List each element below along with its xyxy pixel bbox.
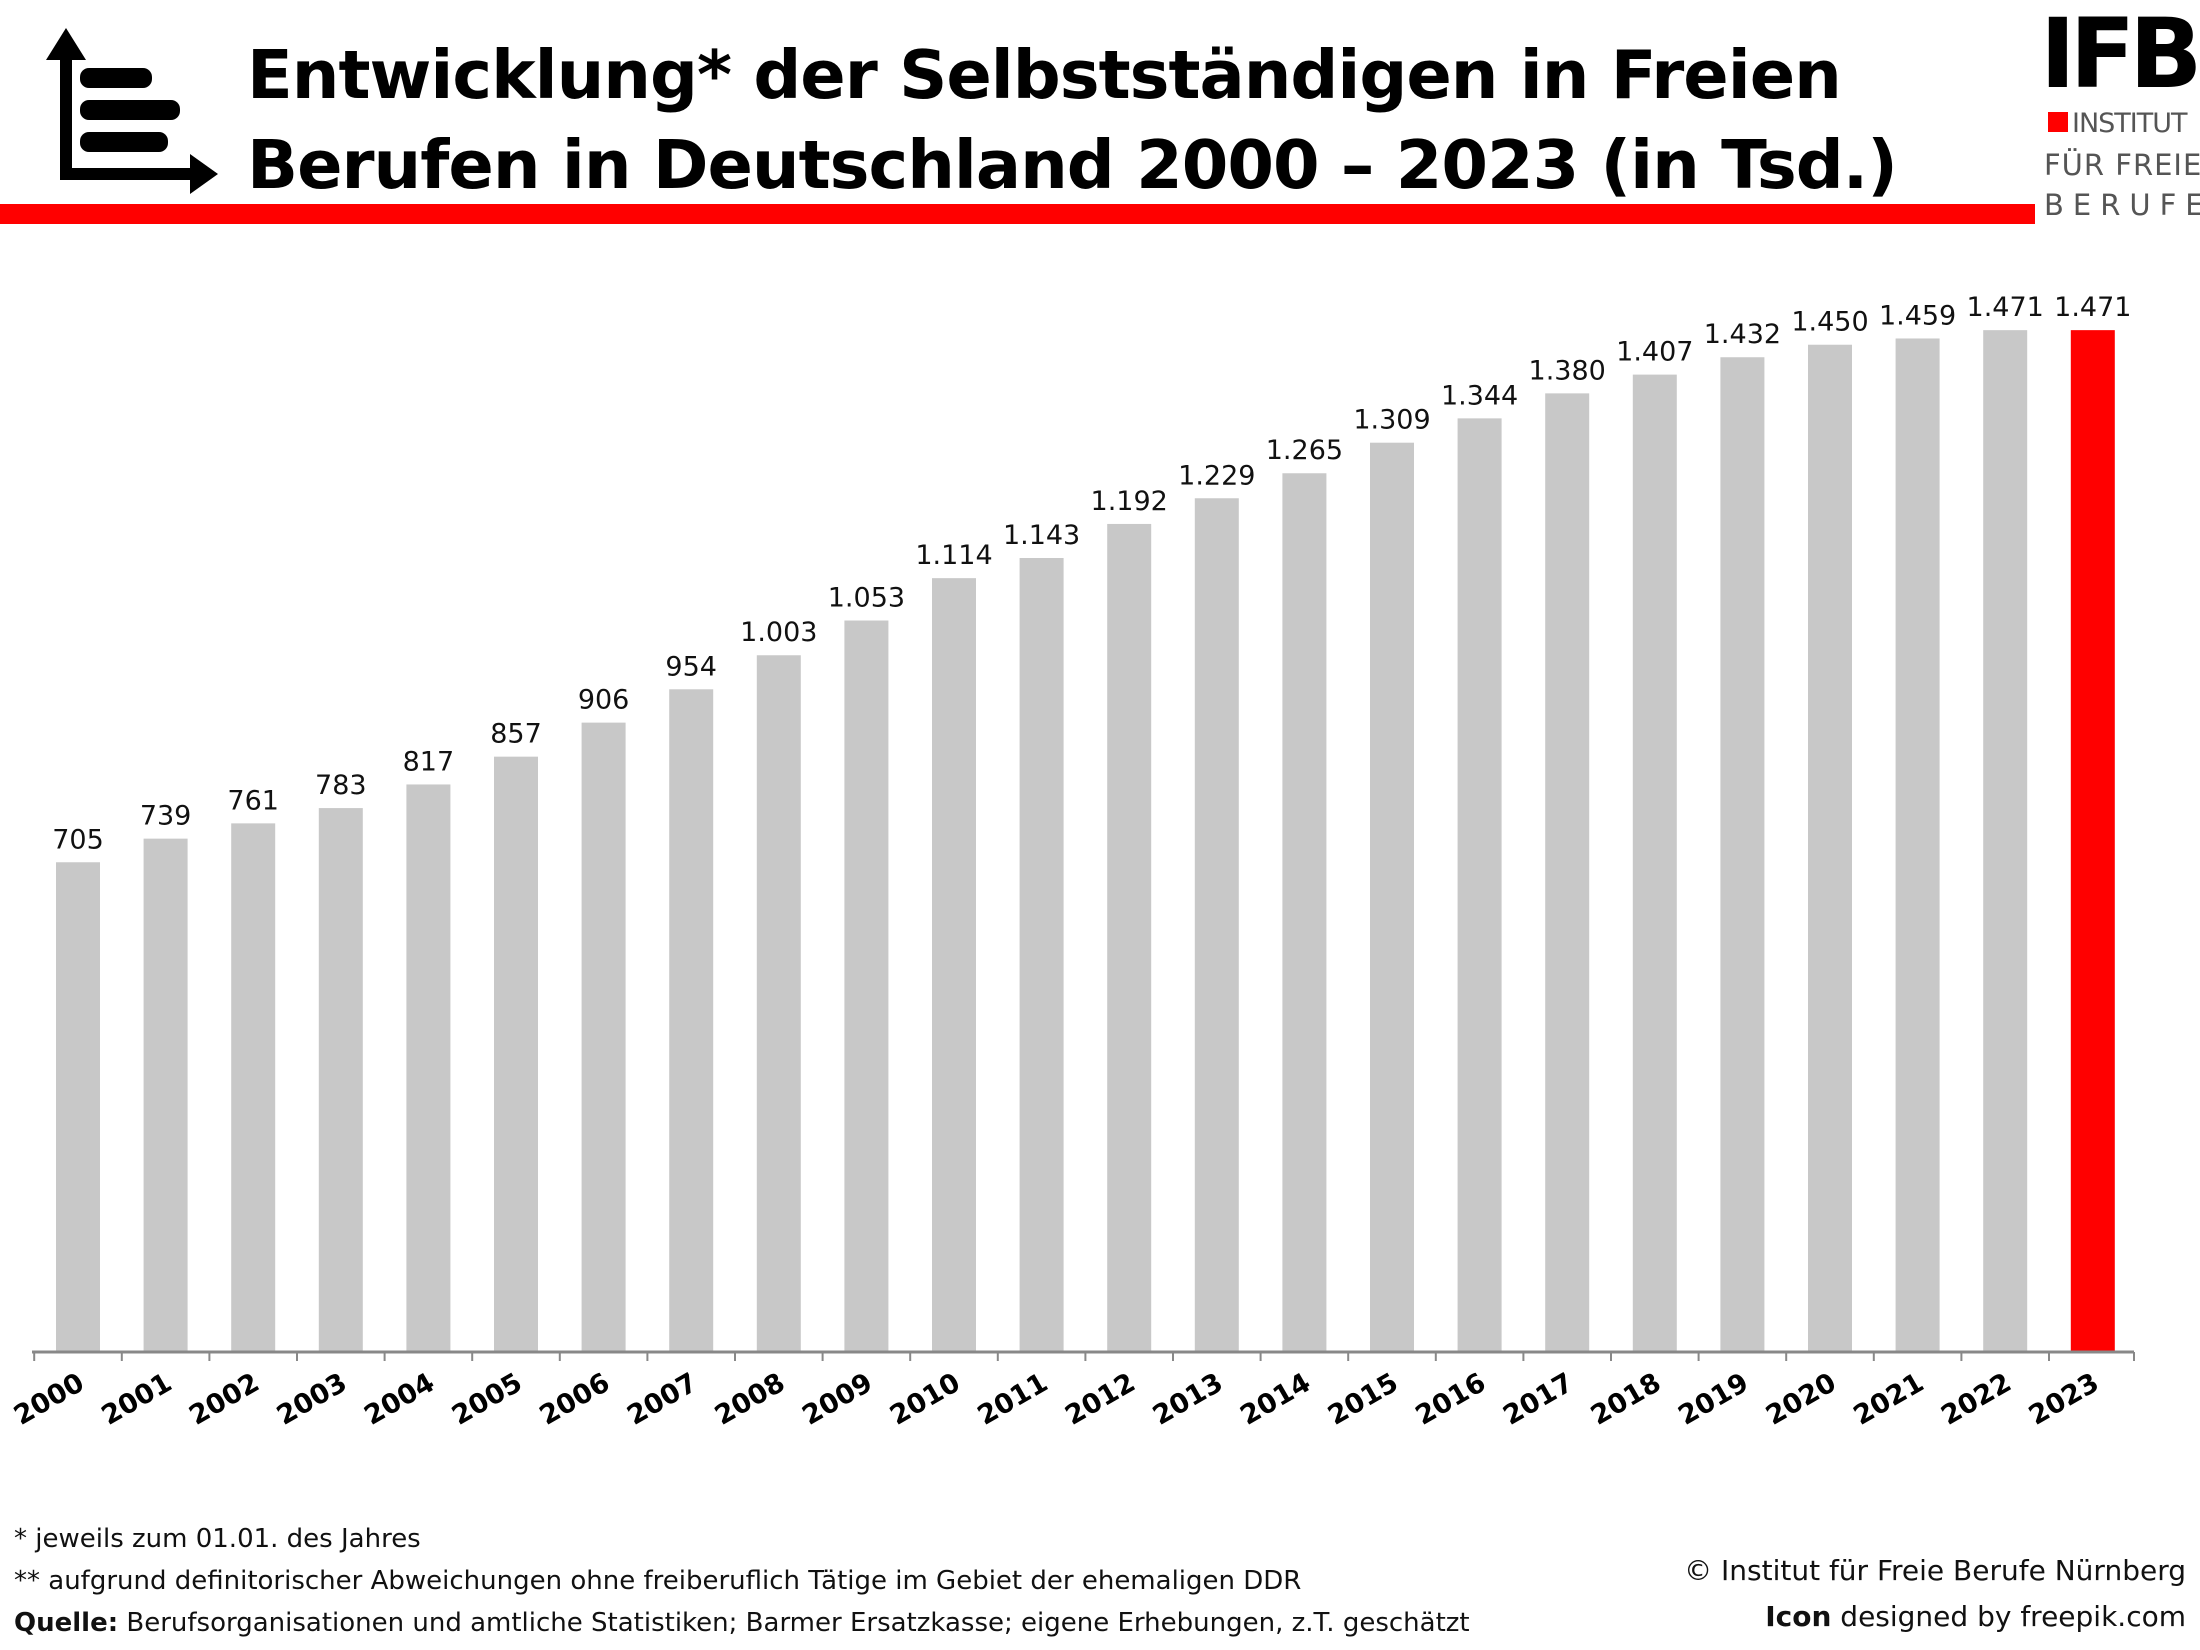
bar-2005 <box>494 756 538 1352</box>
value-label-2021: 1.459 <box>1879 300 1956 331</box>
x-tick-label-2012: 2012 <box>1060 1367 1141 1431</box>
source-line: Quelle: Berufsorganisationen und amtlich… <box>14 1608 1470 1638</box>
bar-2014 <box>1282 473 1327 1352</box>
x-tick-label-2022: 2022 <box>1936 1367 2017 1431</box>
bar-2009 <box>844 620 889 1352</box>
x-tick-label-2000: 2000 <box>9 1367 90 1431</box>
page-title: Entwicklung* der Selbstständigen in Frei… <box>247 30 2027 210</box>
footnote-2: ** aufgrund definitorischer Abweichungen… <box>14 1566 1302 1596</box>
bar-2015 <box>1370 442 1414 1352</box>
x-tick-label-2019: 2019 <box>1673 1367 1754 1431</box>
bar-2021 <box>1895 338 1940 1352</box>
x-tick-label-2023: 2023 <box>2024 1367 2105 1431</box>
value-label-2005: 857 <box>490 719 542 750</box>
x-tick-label-2015: 2015 <box>1323 1367 1404 1431</box>
value-label-2013: 1.229 <box>1178 460 1255 491</box>
bar-2020 <box>1808 344 1852 1352</box>
logo-line-2: FÜR FREIE <box>2044 148 2200 182</box>
bar-chart: 705 2000 739 2001 761 2002 783 2003 817 2004 857 20… <box>9 292 2135 1432</box>
logo-line-3: BERUFE <box>2044 188 2200 222</box>
value-label-2010: 1.114 <box>915 540 992 571</box>
x-tick-label-2009: 2009 <box>797 1367 878 1431</box>
x-tick-label-2005: 2005 <box>447 1367 528 1431</box>
value-label-2009: 1.053 <box>828 583 905 614</box>
value-label-2001: 739 <box>140 801 192 832</box>
title-line-1: Entwicklung* der Selbstständigen in Frei… <box>247 36 1842 114</box>
source-text: Berufsorganisationen und amtliche Statis… <box>118 1608 1470 1638</box>
x-tick-label-2020: 2020 <box>1761 1367 1842 1431</box>
copyright-text: © Institut für Freie Berufe Nürnberg <box>1684 1554 2186 1587</box>
bar-2016 <box>1457 418 1502 1352</box>
value-label-2015: 1.309 <box>1353 405 1430 436</box>
value-label-2008: 1.003 <box>740 617 817 648</box>
bar-2018 <box>1632 374 1677 1352</box>
logo-mark: IFB <box>2040 0 2200 110</box>
x-tick-label-2016: 2016 <box>1411 1367 1492 1431</box>
value-label-2006: 906 <box>578 685 630 716</box>
x-tick-label-2007: 2007 <box>622 1367 703 1431</box>
bar-2012 <box>1107 523 1152 1352</box>
value-label-2002: 761 <box>227 785 279 816</box>
bar-2004 <box>406 784 451 1352</box>
value-label-2012: 1.192 <box>1091 486 1168 517</box>
x-tick-label-2013: 2013 <box>1148 1367 1229 1431</box>
x-tick-label-2021: 2021 <box>1849 1367 1930 1431</box>
x-tick-label-2006: 2006 <box>535 1367 616 1431</box>
bar-2010 <box>932 578 976 1352</box>
value-label-2017: 1.380 <box>1529 355 1606 386</box>
bar-2022 <box>1983 330 2028 1352</box>
source-label: Quelle: <box>14 1608 119 1638</box>
bar-2007 <box>669 689 714 1352</box>
value-label-2003: 783 <box>315 770 367 801</box>
value-label-2007: 954 <box>665 651 717 682</box>
bar-2011 <box>1019 557 1064 1352</box>
bar-2017 <box>1545 393 1590 1352</box>
value-label-2018: 1.407 <box>1616 337 1693 368</box>
bar-chart-arrows-icon <box>46 28 218 194</box>
footnote-1: * jeweils zum 01.01. des Jahres <box>14 1524 421 1554</box>
ifb-logo: IFB INSTITUT FÜR FREIE BERUFE <box>2040 0 2200 228</box>
bar-2002 <box>231 823 276 1352</box>
x-tick-label-2017: 2017 <box>1498 1367 1579 1431</box>
value-label-2004: 817 <box>403 746 455 777</box>
value-label-2011: 1.143 <box>1003 520 1080 551</box>
value-label-2016: 1.344 <box>1441 380 1518 411</box>
x-tick-label-2010: 2010 <box>885 1367 966 1431</box>
icon-credit-text: designed by freepik.com <box>1831 1600 2186 1633</box>
bar-2019 <box>1720 357 1765 1353</box>
icon-credit-label: Icon <box>1765 1600 1832 1633</box>
x-tick-label-2003: 2003 <box>272 1367 353 1431</box>
value-label-2020: 1.450 <box>1791 307 1868 338</box>
x-tick-label-2002: 2002 <box>184 1367 265 1431</box>
value-label-2019: 1.432 <box>1704 319 1781 350</box>
icon-credit: Icon designed by freepik.com <box>1765 1600 2186 1633</box>
value-label-2014: 1.265 <box>1266 435 1343 466</box>
header-divider <box>0 204 2035 224</box>
value-label-2023: 1.471 <box>2054 292 2131 323</box>
bar-2023 <box>2070 330 2115 1352</box>
bar-2013 <box>1194 498 1239 1353</box>
x-tick-label-2008: 2008 <box>710 1367 791 1431</box>
value-label-2022: 1.471 <box>1967 292 2044 323</box>
bar-2008 <box>756 655 801 1352</box>
value-label-2000: 705 <box>52 824 104 855</box>
bar-2000 <box>56 862 100 1352</box>
x-tick-label-2014: 2014 <box>1235 1367 1316 1431</box>
bar-2003 <box>318 808 363 1352</box>
x-tick-label-2018: 2018 <box>1586 1367 1667 1431</box>
logo-line-1: INSTITUT <box>2072 108 2188 139</box>
logo-red-square <box>2048 112 2068 132</box>
bar-2001 <box>143 838 188 1352</box>
x-tick-label-2004: 2004 <box>359 1367 440 1431</box>
x-tick-label-2011: 2011 <box>973 1367 1054 1431</box>
bar-2006 <box>581 722 626 1352</box>
x-tick-label-2001: 2001 <box>97 1367 178 1431</box>
title-line-2: Berufen in Deutschland 2000 – 2023 (in T… <box>247 126 1898 204</box>
